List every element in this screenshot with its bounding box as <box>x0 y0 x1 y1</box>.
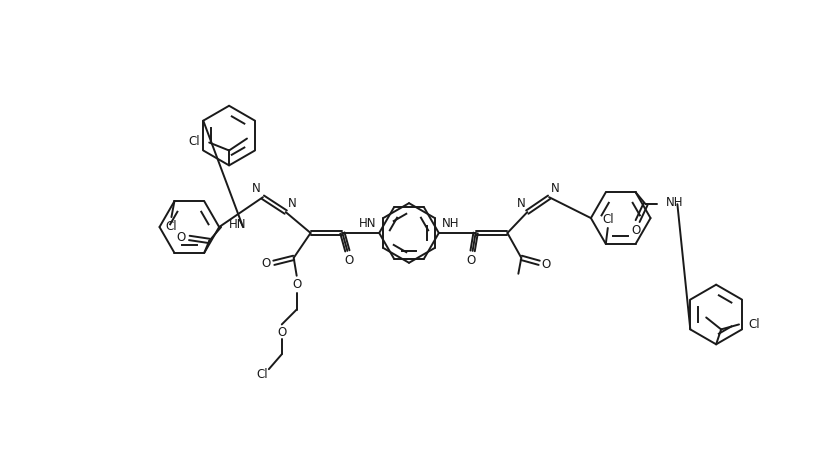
Text: O: O <box>631 224 640 236</box>
Text: O: O <box>261 257 271 270</box>
Text: O: O <box>466 254 475 267</box>
Text: HN: HN <box>359 217 376 230</box>
Text: Cl: Cl <box>748 318 760 331</box>
Text: O: O <box>292 278 301 291</box>
Text: Cl: Cl <box>189 135 200 148</box>
Text: N: N <box>252 182 261 195</box>
Text: NH: NH <box>666 195 683 209</box>
Text: N: N <box>551 182 560 195</box>
Text: N: N <box>516 197 525 210</box>
Text: NH: NH <box>442 217 459 230</box>
Text: O: O <box>344 254 354 267</box>
Text: N: N <box>288 197 296 210</box>
Text: O: O <box>277 326 286 339</box>
Text: O: O <box>177 231 186 244</box>
Text: Cl: Cl <box>602 213 614 225</box>
Text: HN: HN <box>229 218 246 230</box>
Text: O: O <box>542 258 551 271</box>
Text: Cl: Cl <box>256 367 267 381</box>
Text: Cl: Cl <box>165 219 178 232</box>
